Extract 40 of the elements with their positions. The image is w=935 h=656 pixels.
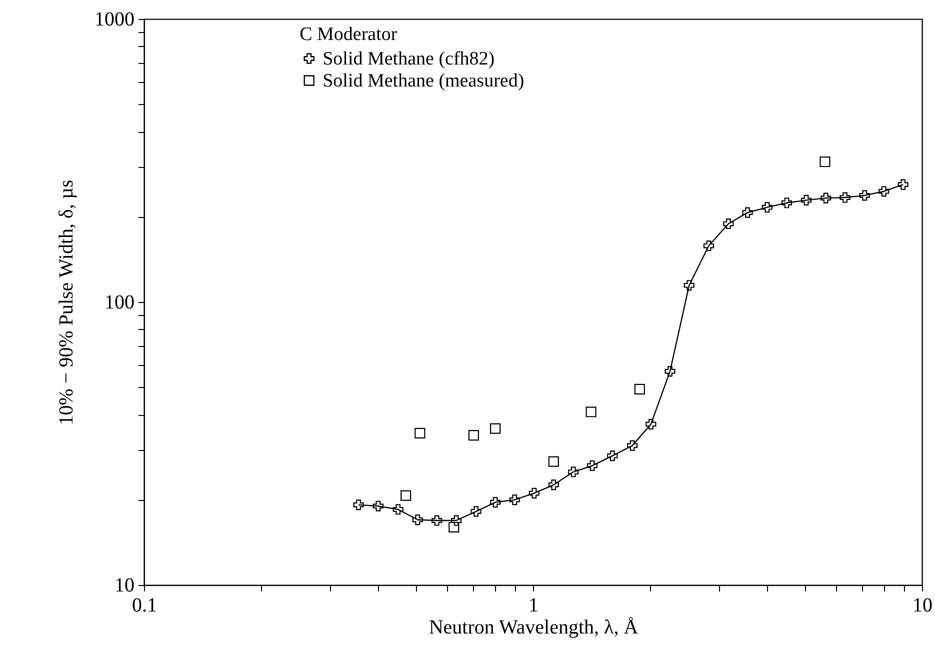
point [412,514,423,526]
legend-label: Solid Methane (measured) [322,70,524,92]
point [878,186,890,197]
point [840,192,850,203]
point [742,207,753,218]
point [820,192,832,204]
point [490,497,501,508]
x-tick-label: 10 [912,594,932,616]
point [607,450,618,462]
point [586,460,598,471]
legend-title: C Moderator [300,24,398,45]
point [684,280,694,291]
point [781,198,792,208]
y-axis-title: 10% − 90% Pulse Width, δ, µs [56,180,78,426]
point [548,479,559,490]
y-tick-label: 100 [104,292,134,314]
y-tick-label: 1000 [94,8,134,30]
point [432,515,442,526]
x-tick-label: 1 [528,594,538,616]
point [372,500,384,512]
x-axis-title: Neutron Wavelength, λ, Å [428,616,639,638]
point [568,466,579,478]
point [898,179,908,190]
point [723,218,734,230]
point [800,194,812,206]
point [664,366,676,377]
point [450,515,462,526]
point [528,488,540,499]
y-tick-label: 10 [114,574,134,596]
point [470,506,482,517]
point [859,190,870,201]
point [762,202,772,213]
point [392,504,404,515]
point [703,240,714,252]
x-tick-label: 0.1 [132,594,157,616]
point [353,500,364,510]
point [627,440,638,451]
point [646,418,656,430]
point [509,494,520,506]
legend-label: Solid Methane (cfh82) [322,48,495,70]
